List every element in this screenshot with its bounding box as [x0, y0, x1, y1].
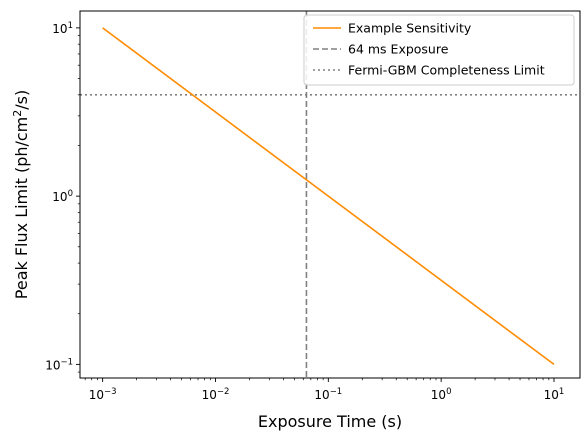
data-layer — [80, 11, 580, 378]
legend-label: Fermi-GBM Completeness Limit — [348, 63, 545, 78]
legend: Example Sensitivity 64 ms Exposure Fermi-G… — [303, 14, 575, 86]
x-tick-label: 10−1 — [314, 387, 342, 402]
x-axis-label: Exposure Time (s) — [258, 412, 402, 431]
x-tick-label: 101 — [544, 387, 565, 402]
x-tick-label: 100 — [431, 387, 452, 402]
legend-label: Example Sensitivity — [348, 21, 472, 36]
x-tick-label: 10−3 — [89, 387, 117, 402]
series-line — [102, 27, 555, 366]
y-tick-label: 100 — [52, 189, 73, 204]
plot-frame — [79, 10, 581, 379]
y-tick-label: 101 — [52, 21, 73, 36]
x-tick-label: 10−2 — [202, 387, 230, 402]
legend-label: 64 ms Exposure — [348, 42, 449, 57]
y-axis-label: Peak Flux Limit (ph/cm2/s) — [11, 90, 31, 299]
legend-box — [303, 14, 575, 86]
y-tick-label: 10−1 — [45, 357, 73, 372]
axis-ticks: 10−3 10−2 10−1 100 101 10−1 100 101 — [45, 21, 564, 402]
